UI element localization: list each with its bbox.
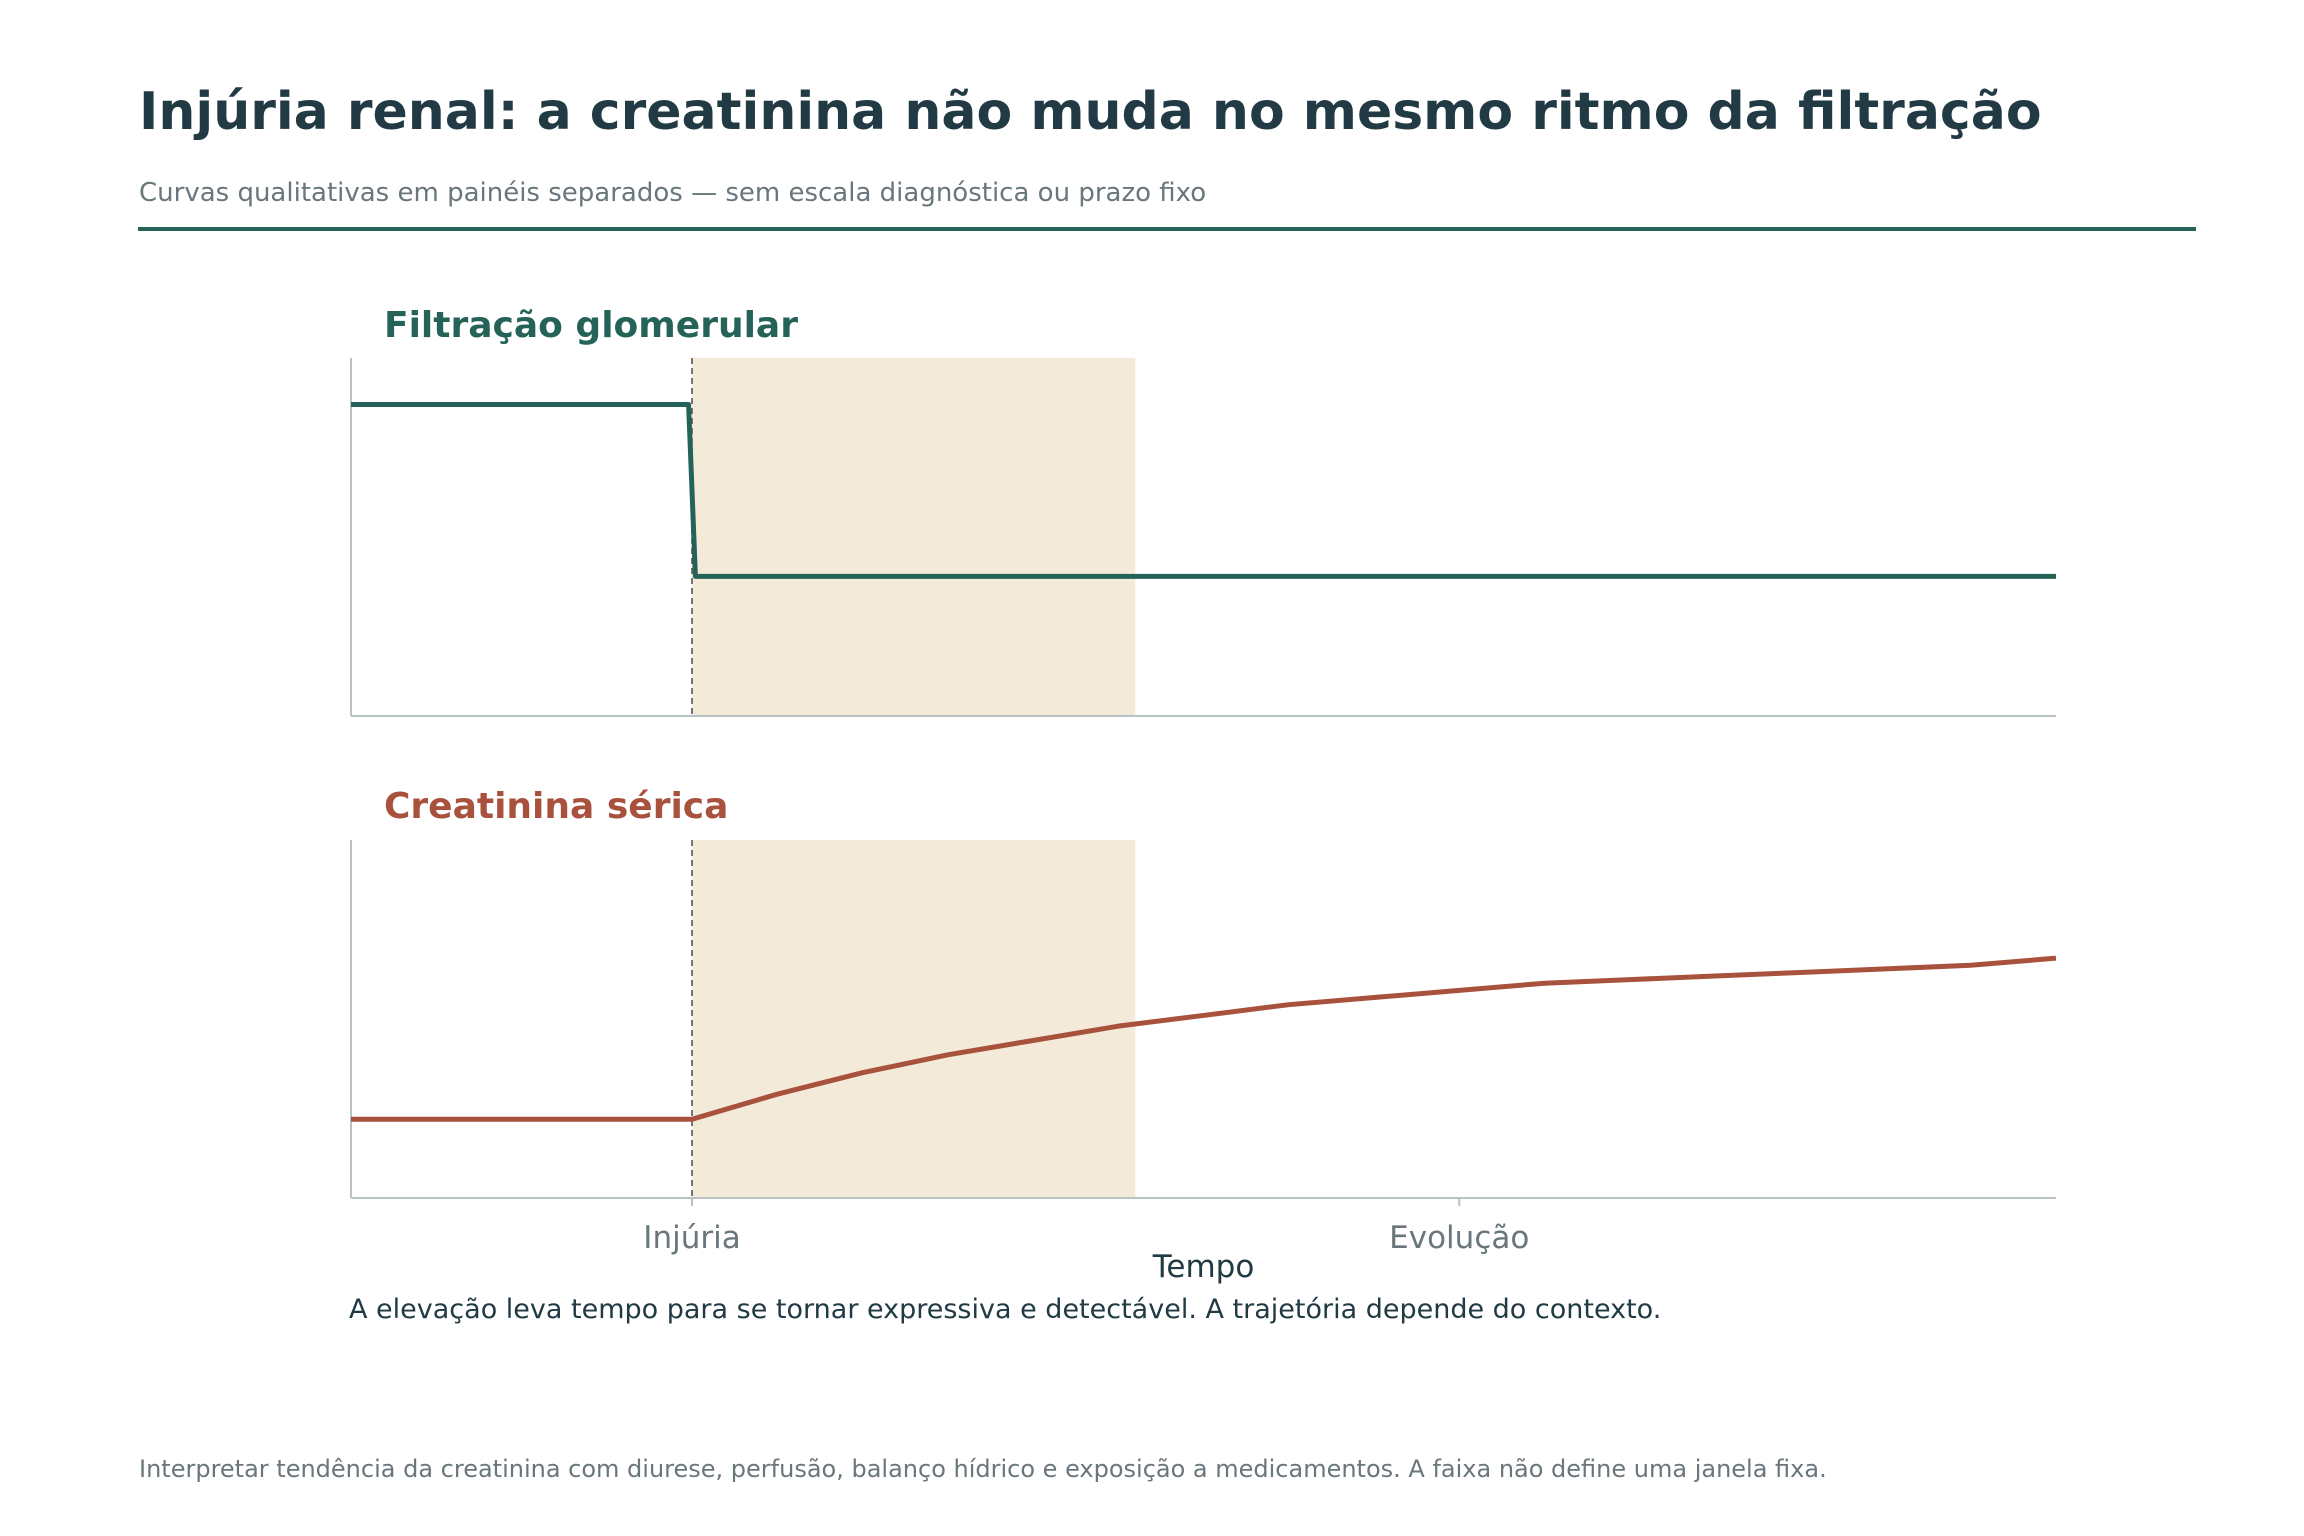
chart-caption: A elevação leva tempo para se tornar exp… — [349, 1294, 1662, 1325]
x-tick-label: Injúria — [643, 1220, 740, 1256]
series-line-creatinine — [351, 955, 2057, 1122]
x-tick-label: Evolução — [1389, 1220, 1529, 1256]
header-rule — [138, 227, 2196, 231]
shaded-band — [692, 840, 1136, 1198]
shaded-band — [692, 358, 1136, 716]
panel-title: Filtração glomerular — [384, 305, 798, 346]
x-axis: Injúria Evolução Tempo — [643, 1198, 1529, 1285]
panel-filtration: Filtração glomerular — [350, 305, 2056, 717]
page-subtitle: Curvas qualitativas em painéis separados… — [139, 178, 1207, 208]
footnote: Interpretar tendência da creatinina com … — [139, 1455, 1827, 1483]
x-axis-label: Tempo — [1152, 1249, 1255, 1285]
page-title: Injúria renal: a creatinina não muda no … — [139, 82, 2042, 142]
series-line-filtration — [351, 402, 2056, 579]
panel-creatinine: Creatinina sérica — [350, 786, 2057, 1199]
panel-title: Creatinina sérica — [384, 786, 728, 827]
